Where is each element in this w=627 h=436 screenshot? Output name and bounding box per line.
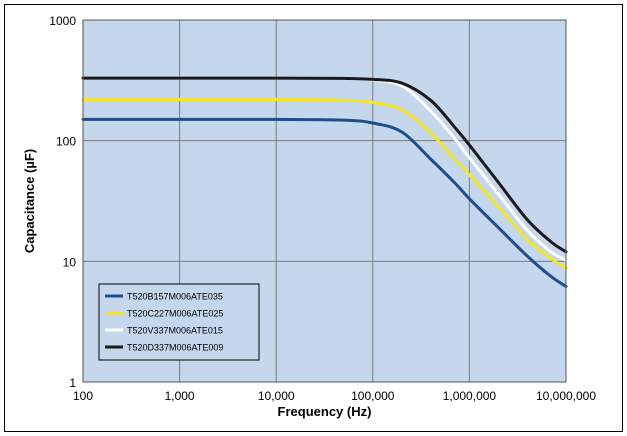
legend: T520B157M006ATE035 T520C227M006ATE025 T520… (98, 283, 260, 361)
x-tick-label: 10,000 (258, 389, 295, 403)
series-lines (81, 76, 568, 288)
plot-border (82, 19, 567, 383)
y-tick-label: 1000 (49, 14, 76, 28)
tick-labels: 100 1,000 10,000 100,000 1,000,000 10,000,000… (49, 14, 596, 403)
series-line-1 (81, 117, 568, 288)
legend-label: T520B157M006ATE035 (127, 292, 223, 302)
legend-label: T520V337M006ATE015 (127, 326, 223, 336)
x-tick-label: 1,000 (165, 389, 195, 403)
x-tick-label: 10,000,000 (536, 389, 596, 403)
x-tick-label: 100,000 (351, 389, 395, 403)
legend-label: T520C227M006ATE025 (127, 309, 223, 319)
series-line-4 (81, 76, 568, 254)
x-tick-label: 1,000,000 (443, 389, 497, 403)
x-tick-label: 100 (73, 389, 93, 403)
y-tick-label: 100 (56, 135, 76, 149)
series-line-2 (81, 97, 568, 270)
legend-label: T520D337M006ATE009 (127, 343, 223, 353)
legend-box (98, 283, 260, 361)
y-tick-label: 1 (69, 376, 76, 390)
x-axis-title: Frequency (Hz) (278, 404, 372, 419)
y-axis-title: Capacitance (µF) (22, 149, 37, 253)
y-tick-label: 10 (63, 255, 77, 269)
